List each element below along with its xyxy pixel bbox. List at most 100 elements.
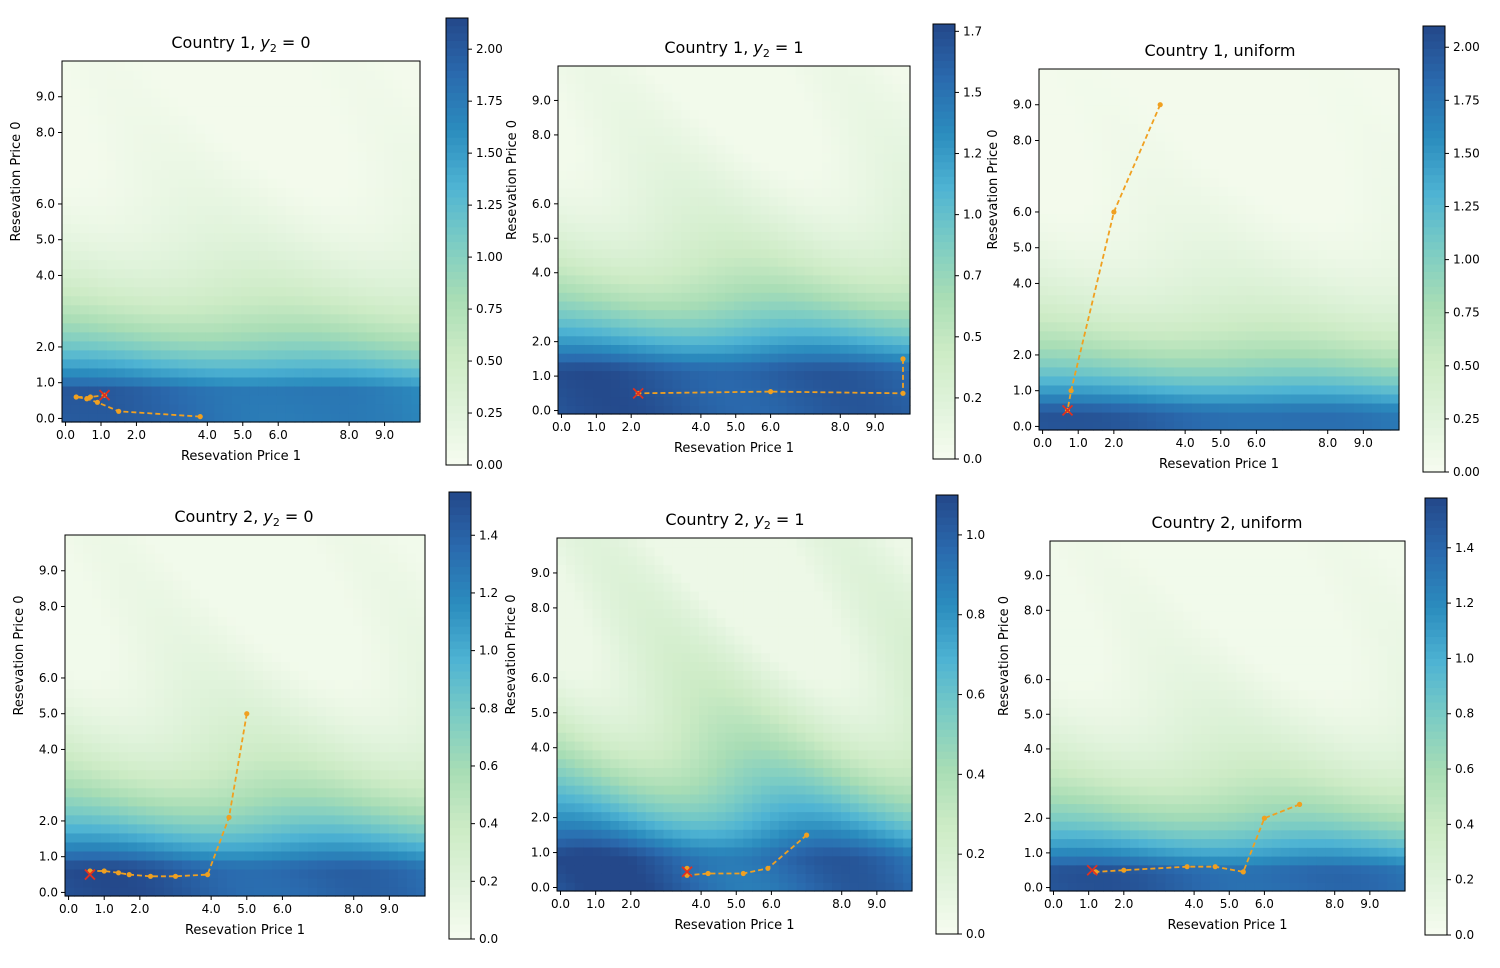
heatmap-cell bbox=[760, 66, 770, 76]
heatmap-cell bbox=[681, 327, 691, 337]
heatmap-cell bbox=[593, 335, 603, 345]
heatmap-cell bbox=[339, 205, 349, 216]
heatmap-cell bbox=[169, 241, 179, 252]
heatmap-cell bbox=[321, 295, 332, 306]
heatmap-cell bbox=[813, 327, 823, 337]
heatmap-cell bbox=[1174, 303, 1184, 314]
heatmap-cell bbox=[786, 300, 797, 311]
heatmap-cell bbox=[813, 300, 823, 311]
heatmap-cell bbox=[1084, 78, 1094, 88]
heatmap-cell bbox=[883, 187, 893, 198]
heatmap-cell bbox=[312, 178, 323, 188]
heatmap-cell bbox=[822, 257, 832, 267]
y-tick-label: 6.0 bbox=[36, 197, 55, 211]
heatmap-cell bbox=[654, 370, 665, 380]
heatmap-cell bbox=[1084, 393, 1094, 404]
heatmap-cell bbox=[1129, 384, 1139, 395]
heatmap-cell bbox=[848, 74, 858, 84]
heatmap-cell bbox=[1120, 249, 1130, 260]
heatmap-cell bbox=[1300, 168, 1310, 178]
heatmap-cell bbox=[214, 412, 224, 423]
heatmap-cell bbox=[575, 153, 585, 163]
heatmap-cell bbox=[1291, 186, 1301, 196]
heatmap-cell bbox=[813, 405, 823, 415]
heatmap-cell bbox=[716, 292, 726, 302]
heatmap-cell bbox=[892, 344, 902, 354]
heatmap-cell bbox=[1363, 150, 1373, 160]
heatmap-cell bbox=[384, 61, 394, 71]
heatmap-cell bbox=[1372, 285, 1382, 296]
heatmap-cell bbox=[330, 61, 341, 71]
heatmap-cell bbox=[1264, 375, 1274, 386]
heatmap-cell bbox=[393, 304, 403, 315]
heatmap-cell bbox=[393, 88, 403, 98]
heatmap-cell bbox=[1102, 285, 1112, 296]
heatmap-cell bbox=[1084, 420, 1094, 431]
heatmap-cell bbox=[1309, 186, 1319, 196]
heatmap-cell bbox=[874, 335, 885, 345]
heatmap-cell bbox=[874, 126, 885, 137]
heatmap-cell bbox=[848, 153, 858, 163]
heatmap-cell bbox=[751, 196, 761, 206]
heatmap-cell bbox=[1363, 141, 1373, 151]
heatmap-cell bbox=[303, 313, 314, 324]
heatmap-cell bbox=[698, 405, 709, 415]
heatmap-cell bbox=[1300, 114, 1310, 124]
heatmap-cell bbox=[330, 151, 341, 161]
heatmap-cell bbox=[786, 213, 797, 224]
heatmap-cell bbox=[1264, 168, 1274, 178]
heatmap-cell bbox=[1165, 78, 1175, 88]
heatmap-cell bbox=[303, 349, 314, 360]
heatmap-cell bbox=[1291, 132, 1301, 142]
heatmap-cell bbox=[1228, 312, 1238, 323]
heatmap-cell bbox=[813, 196, 823, 206]
heatmap-cell bbox=[312, 205, 323, 216]
heatmap-cell bbox=[672, 231, 682, 241]
heatmap-cell bbox=[1354, 321, 1364, 332]
colorbar-segment bbox=[446, 263, 468, 272]
heatmap-cell bbox=[1273, 420, 1283, 431]
heatmap-cell bbox=[312, 232, 323, 243]
heatmap-cell bbox=[366, 214, 376, 225]
heatmap-cell bbox=[357, 196, 367, 207]
heatmap-cell bbox=[79, 268, 90, 279]
heatmap-cell bbox=[1147, 132, 1157, 142]
heatmap-cell bbox=[97, 232, 108, 243]
heatmap-cell bbox=[1147, 285, 1157, 296]
colorbar-tick-label: 0.5 bbox=[963, 330, 982, 344]
heatmap-cell bbox=[133, 268, 144, 279]
heatmap-cell bbox=[151, 115, 162, 125]
heatmap-cell bbox=[62, 214, 72, 225]
heatmap-cell bbox=[795, 274, 805, 285]
heatmap-cell bbox=[1057, 420, 1067, 431]
heatmap-cell bbox=[375, 124, 385, 134]
heatmap-cell bbox=[1192, 384, 1202, 395]
heatmap-cell bbox=[1174, 105, 1184, 115]
heatmap-cell bbox=[883, 361, 893, 372]
heatmap-cell bbox=[124, 133, 135, 143]
heatmap-cell bbox=[1237, 249, 1247, 260]
heatmap-cell bbox=[1174, 177, 1184, 187]
heatmap-cell bbox=[672, 118, 682, 128]
heatmap-cell bbox=[866, 353, 876, 363]
heatmap-cell bbox=[187, 277, 197, 288]
heatmap-cell bbox=[160, 133, 170, 143]
heatmap-cell bbox=[1363, 213, 1373, 224]
heatmap-cell bbox=[1363, 348, 1373, 359]
heatmap-cell bbox=[1066, 321, 1076, 332]
heatmap-cell bbox=[663, 335, 673, 345]
heatmap-cell bbox=[214, 115, 224, 125]
heatmap-cell bbox=[769, 118, 779, 128]
heatmap-cell bbox=[1255, 159, 1265, 169]
heatmap-cell bbox=[1138, 69, 1148, 79]
heatmap-cell bbox=[330, 358, 341, 369]
heatmap-cell bbox=[321, 259, 332, 270]
heatmap-cell bbox=[357, 151, 367, 161]
heatmap-cell bbox=[1381, 204, 1391, 215]
heatmap-cell bbox=[1138, 222, 1148, 233]
heatmap-cell bbox=[97, 214, 108, 225]
heatmap-cell bbox=[106, 358, 117, 369]
heatmap-cell bbox=[1345, 69, 1355, 79]
heatmap-cell bbox=[830, 283, 841, 293]
heatmap-cell bbox=[142, 403, 153, 414]
